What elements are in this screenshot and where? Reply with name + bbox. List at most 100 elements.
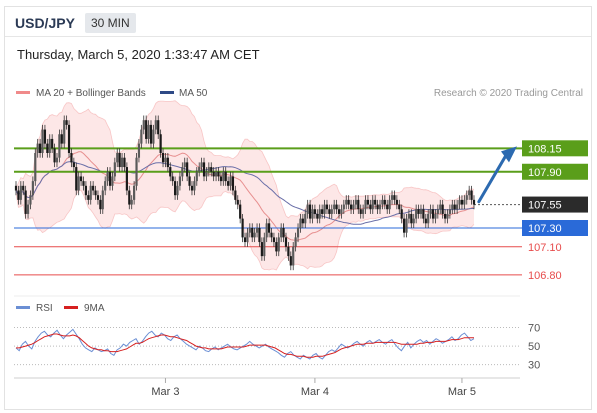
candle-body [113,162,116,177]
x-axis: Mar 3 Mar 4 Mar 5 [151,378,476,398]
ma20-line [15,151,475,241]
candle-body [456,204,459,210]
candle-body [472,199,476,205]
candle-body [29,195,32,205]
candle-body [374,199,377,205]
credit-label: Research © 2020 Trading Central [434,88,583,99]
candle-body [178,176,182,186]
candle-body [128,190,131,205]
candle-body [142,120,145,130]
candle-body [263,237,266,257]
candle-body [130,199,133,205]
candle-body [219,176,222,182]
candle-body [405,218,408,233]
candle-body [366,199,370,205]
candle-body [304,213,307,224]
candle-body [227,181,230,186]
candle-body [323,204,326,214]
candle-body [402,218,406,233]
candle-body [381,199,384,205]
candle-body [328,209,331,214]
candle-body [53,148,56,163]
candle-body [352,204,355,210]
bollinger-band-fill [16,100,474,270]
candle-body [246,232,249,243]
candle-body [308,204,312,219]
candle-body [171,176,174,182]
candle-body [111,176,114,186]
candle-body [272,237,276,243]
candle-body [289,256,292,266]
candle-body [412,218,415,224]
candle-body [217,171,220,177]
rsi-line [15,328,475,360]
level-label-box-107.55 [522,196,588,213]
candle-body [92,185,95,191]
candle-body [137,143,141,158]
candle-body [173,181,177,196]
candle-body [190,185,194,191]
candle-body [89,185,92,200]
moving-averages [15,151,475,241]
candle-body [424,218,427,224]
candle-body [255,228,259,233]
candle-body [234,190,237,200]
level-label-107.10: 107.10 [528,242,562,254]
candle-body [451,204,454,210]
candle-body [46,143,49,153]
level-label-box-108.15 [522,140,588,157]
candle-body [378,204,382,210]
candle-body [318,209,321,219]
candle-body [188,176,191,186]
candle-body [439,204,442,210]
candle-body [243,237,247,243]
candle-body [19,185,22,200]
level-label-107.90: 107.90 [528,167,562,179]
candle-body [140,129,143,144]
candle-body [369,204,372,210]
candle-body [388,199,391,210]
level-label-107.30: 107.30 [528,223,562,235]
candle-body [335,204,338,210]
candle-body [70,153,73,163]
candle-body [169,167,172,177]
candle-body [446,213,449,219]
candle-body [159,134,162,153]
candle-body [436,209,439,214]
candle-body [55,157,59,163]
candle-body [125,167,128,191]
candle-body [101,190,104,210]
candle-body [186,162,189,177]
candle-body [152,129,155,144]
candle-body [58,134,61,158]
candle-body [419,209,423,214]
candle-body [41,129,44,153]
candle-body [104,181,107,191]
forecast-arrow-shaft [477,153,508,204]
candle-body [415,209,418,219]
candle-body [63,120,66,144]
candle-body [164,157,167,163]
x-tick-label: Mar 3 [151,386,179,398]
candle-body [77,176,80,191]
candle-body [468,190,471,196]
candle-body [48,138,51,153]
candle-body [133,185,136,200]
candle-body [277,237,280,252]
rsi-plot: 70 50 30 [14,323,540,372]
candle-body [443,213,447,219]
candle-body [166,157,169,168]
candle-body [296,228,300,238]
candle-body [470,190,473,200]
candle-body [376,204,379,210]
candle-body [26,204,30,214]
candle-body [212,171,215,177]
candle-body [145,120,148,139]
candle-body [340,209,343,214]
candle-body [84,185,88,196]
candle-body [306,204,309,214]
timeframe-button[interactable]: 30 MIN [85,13,136,33]
candle-body [60,134,63,144]
candle-body [460,199,464,205]
candle-body [359,209,362,214]
